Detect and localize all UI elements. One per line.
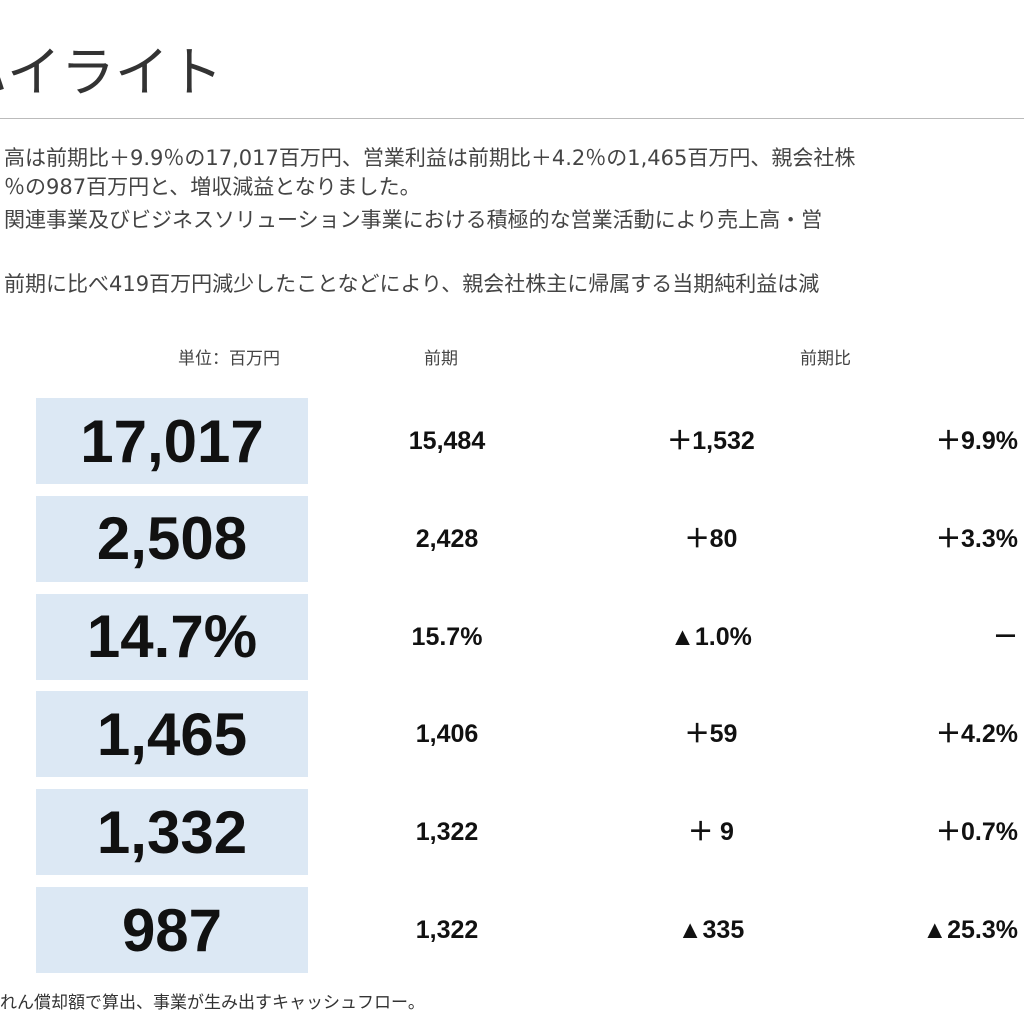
change-value: ＋80: [684, 524, 738, 553]
previous-value: 1,406: [415, 720, 479, 749]
change-value: ＋59: [684, 720, 738, 749]
change-percent: ▲25.3%: [922, 916, 1018, 944]
highlight-value: 1,465: [36, 691, 308, 778]
change-percent: ＋0.7%: [936, 818, 1018, 847]
change-value: ＋1,532: [667, 427, 755, 455]
paragraph-line: 前期に比べ419百万円減少したことなどにより、親会社株主に帰属する当期純利益は減: [4, 272, 820, 296]
previous-value: 1,322: [415, 818, 479, 847]
change-value: ▲335: [677, 916, 745, 944]
change-percent: ＋4.2%: [936, 720, 1018, 749]
title: ハイライト: [0, 41, 223, 104]
change-value: ＋ 9: [688, 818, 734, 847]
paragraph-line: ％の987百万円と、増収減益となりました。: [4, 175, 421, 199]
column-header: 前期比: [800, 349, 851, 369]
change-percent: ＋3.3%: [936, 524, 1018, 553]
highlight-value: 2,508: [36, 495, 308, 582]
highlight-value: 17,017: [36, 398, 308, 484]
paragraph-line: 高は前期比＋9.9％の17,017百万円、営業利益は前期比＋4.2％の1,465…: [4, 146, 856, 170]
column-header: 前期: [424, 349, 458, 369]
unit-label: 単位：百万円: [178, 349, 280, 369]
change-value: ▲1.0%: [670, 622, 752, 651]
divider: [0, 118, 1024, 119]
footnote: れん償却額で算出、事業が生み出すキャッシュフロー。: [0, 993, 425, 1013]
previous-value: 15,484: [408, 427, 486, 455]
change-percent: －: [992, 622, 1018, 651]
previous-value: 1,322: [415, 916, 479, 944]
change-percent: ＋9.9%: [936, 427, 1018, 455]
highlight-value: 987: [36, 887, 308, 973]
highlight-value: 1,332: [36, 789, 308, 876]
previous-value: 2,428: [415, 524, 479, 553]
previous-value: 15.7%: [411, 622, 483, 651]
paragraph-line: 関連事業及びビジネスソリューション事業における積極的な営業活動により売上高・営: [4, 208, 823, 232]
highlight-value: 14.7%: [36, 593, 308, 680]
